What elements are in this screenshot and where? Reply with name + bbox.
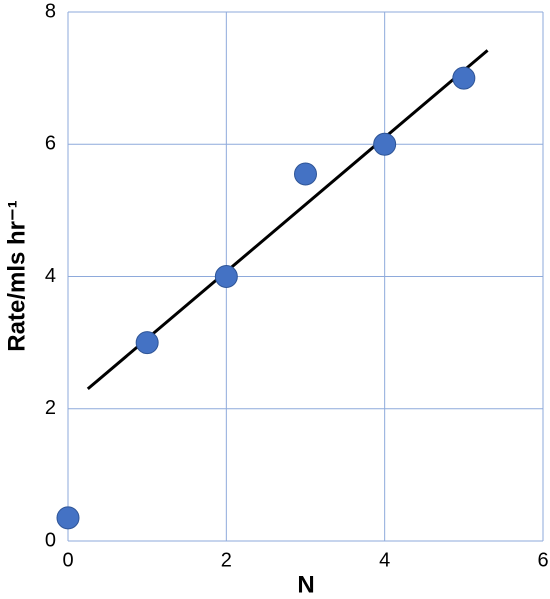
y-tick-label: 0 <box>45 529 56 551</box>
data-point <box>373 132 397 156</box>
y-tick-label: 8 <box>45 0 56 22</box>
y-tick-label: 6 <box>45 133 56 155</box>
y-tick-label: 4 <box>45 265 56 287</box>
x-tick-label: 4 <box>379 549 390 571</box>
data-point <box>294 162 317 186</box>
x-tick-label: 6 <box>537 549 548 571</box>
data-point <box>214 265 238 288</box>
data-point <box>452 66 476 90</box>
data-point <box>56 506 80 530</box>
trend-line <box>86 49 489 391</box>
x-axis-title: N <box>297 571 314 598</box>
x-tick-label: 2 <box>221 549 232 571</box>
data-point <box>135 331 159 355</box>
x-tick-label: 0 <box>62 549 73 571</box>
y-axis-title: Rate/mls hr⁻¹ <box>3 200 30 351</box>
y-tick-label: 2 <box>45 397 56 419</box>
